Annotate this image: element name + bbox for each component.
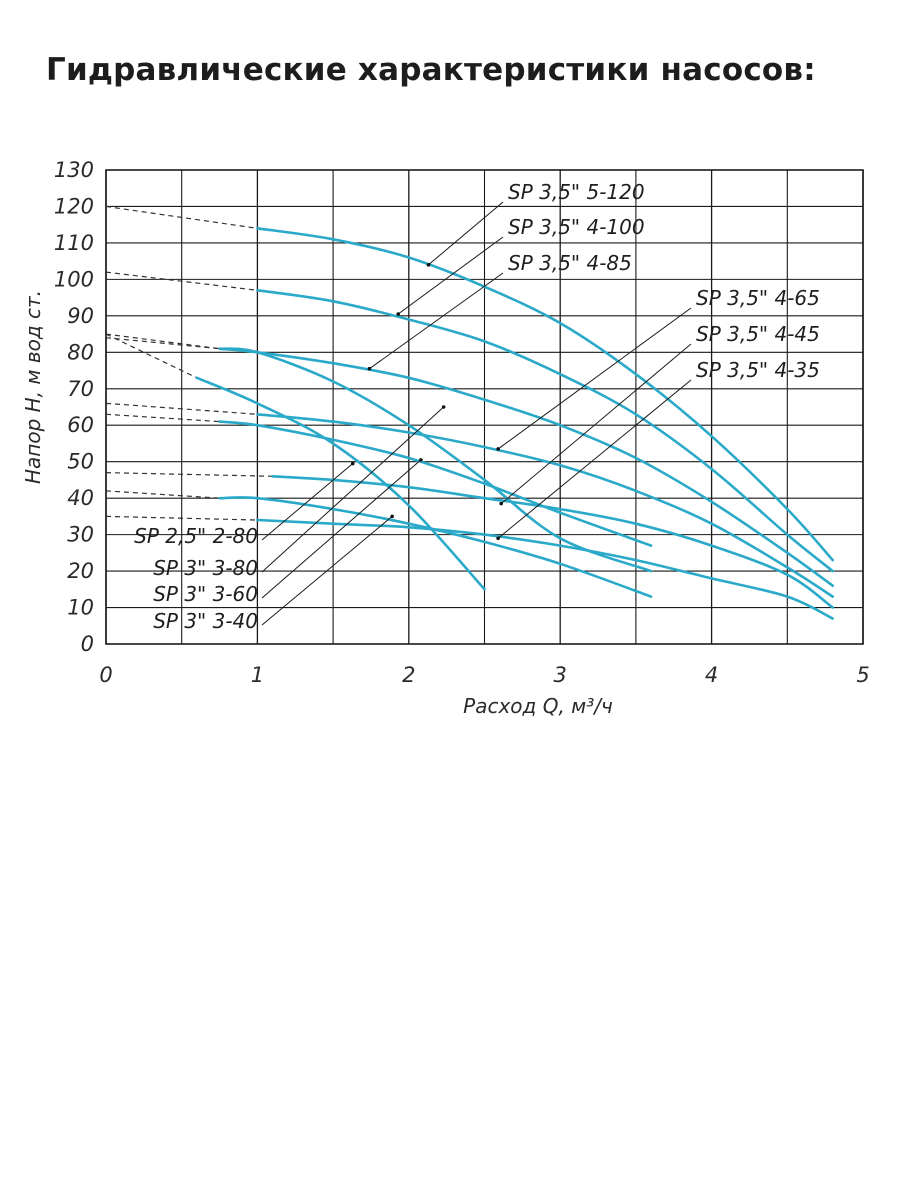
- curve-sp-3-5-4-35: [256, 518, 834, 620]
- y-tick-label: 110: [54, 231, 94, 255]
- leader-dot: [419, 458, 423, 462]
- series-labels: SP 3,5" 5-120 SP 3,5" 4-100 SP 3,5" 4-85 SP…: [134, 180, 820, 633]
- series-label-sp-3-3-60: SP 3" 3-60: [153, 582, 258, 606]
- series-label-sp-3-5-4-35: SP 3,5" 4-35: [696, 358, 820, 382]
- series-label-sp-3-5-4-85: SP 3,5" 4-85: [508, 251, 632, 275]
- leader-sp-3-3-80: [261, 406, 444, 573]
- leader-dot: [426, 263, 431, 267]
- x-tick-label: 1: [251, 663, 264, 687]
- series-label-sp-3-5-5-120: SP 3,5" 5-120: [508, 180, 645, 204]
- leader-dot: [350, 461, 355, 466]
- leader-dot: [496, 536, 500, 541]
- y-tick-label: 10: [67, 596, 94, 620]
- curve-sp-3-5-5-120: [256, 227, 834, 562]
- leader-sp-3-3-60: [261, 459, 422, 599]
- series-label-sp-3-5-4-100: SP 3,5" 4-100: [508, 215, 645, 239]
- curve-sp-3-5-4-85: [218, 347, 834, 587]
- leader-sp-3-3-40: [261, 516, 393, 626]
- shutoff-dash-sp-3-5-4-45: [105, 472, 273, 477]
- y-tick-label: 30: [67, 523, 94, 547]
- curve-sp-3-5-4-100: [256, 289, 834, 573]
- y-tick-label: 60: [67, 413, 94, 437]
- curve-sp-2-5-2-80: [195, 376, 486, 591]
- series-label-sp-3-3-80: SP 3" 3-80: [153, 556, 258, 580]
- curve-sp-3-3-40: [218, 496, 653, 598]
- series-label-sp-3-3-40: SP 3" 3-40: [153, 609, 258, 633]
- leader-dot: [496, 447, 500, 451]
- leader-dot: [367, 366, 372, 371]
- page-title: Гидравлические характеристики насосов:: [46, 52, 816, 88]
- y-axis-title: Напор H, м вод ст.: [21, 290, 45, 484]
- y-tick-label: 90: [67, 304, 94, 328]
- series-label-sp-3-5-4-65: SP 3,5" 4-65: [696, 286, 820, 310]
- shutoff-dash-lines: [105, 205, 273, 521]
- curve-sp-3-5-4-65: [256, 413, 834, 598]
- leader-dot: [390, 514, 394, 519]
- leader-sp-3-5-4-45: [500, 343, 692, 505]
- leader-sp-3-5-5-120: [428, 201, 504, 266]
- x-tick-label: 3: [554, 663, 567, 687]
- leader-dot: [499, 501, 503, 506]
- leader-dot: [441, 405, 446, 409]
- shutoff-dash-sp-3-5-4-65: [105, 402, 258, 415]
- y-tick-label: 0: [81, 632, 94, 656]
- shutoff-dash-sp-3-3-80: [105, 337, 220, 350]
- shutoff-dash-sp-3-5-4-85: [105, 333, 220, 350]
- leader-dot: [396, 312, 401, 316]
- y-tick-label: 100: [54, 267, 94, 291]
- y-tick-label: 20: [67, 559, 94, 583]
- y-tick-label: 40: [67, 486, 94, 510]
- leader-sp-3-5-4-65: [497, 307, 692, 450]
- leader-sp-3-5-4-85: [369, 272, 504, 370]
- y-tick-label: 80: [67, 340, 94, 364]
- axis-ticks: 0 10 20 30 40 50 60 70 80 90 100 110 120 130 0 1 2 3 4 5: [54, 158, 870, 687]
- curve-sp-3-3-60: [218, 420, 653, 547]
- shutoff-dash-sp-3-3-60: [105, 413, 220, 423]
- y-tick-label: 130: [54, 158, 94, 182]
- shutoff-dash-sp-3-3-40: [105, 490, 220, 499]
- leader-sp-3-5-4-35: [497, 379, 692, 539]
- shutoff-dash-sp-3-5-4-35: [105, 515, 258, 521]
- y-tick-label: 120: [54, 194, 94, 218]
- x-tick-label: 4: [705, 663, 718, 687]
- x-axis-title: Расход Q, м³/ч: [463, 694, 613, 718]
- label-leaders: [261, 201, 692, 626]
- pump-curves: [195, 227, 834, 620]
- shutoff-dash-sp-3-5-4-100: [105, 271, 258, 291]
- curve-sp-3-3-80: [218, 347, 653, 573]
- series-label-sp-2-5-2-80: SP 2,5" 2-80: [134, 524, 258, 548]
- y-tick-label: 70: [67, 377, 94, 401]
- shutoff-dash-sp-2-5-2-80: [105, 333, 198, 379]
- y-tick-label: 50: [67, 450, 94, 474]
- x-tick-label: 5: [856, 663, 869, 687]
- shutoff-dash-sp-3-5-5-120: [105, 205, 258, 229]
- leader-sp-2-5-2-80: [261, 463, 354, 541]
- leader-sp-3-5-4-100: [397, 236, 504, 315]
- x-tick-label: 2: [402, 663, 415, 687]
- x-tick-label: 0: [99, 663, 112, 687]
- series-label-sp-3-5-4-45: SP 3,5" 4-45: [696, 322, 820, 346]
